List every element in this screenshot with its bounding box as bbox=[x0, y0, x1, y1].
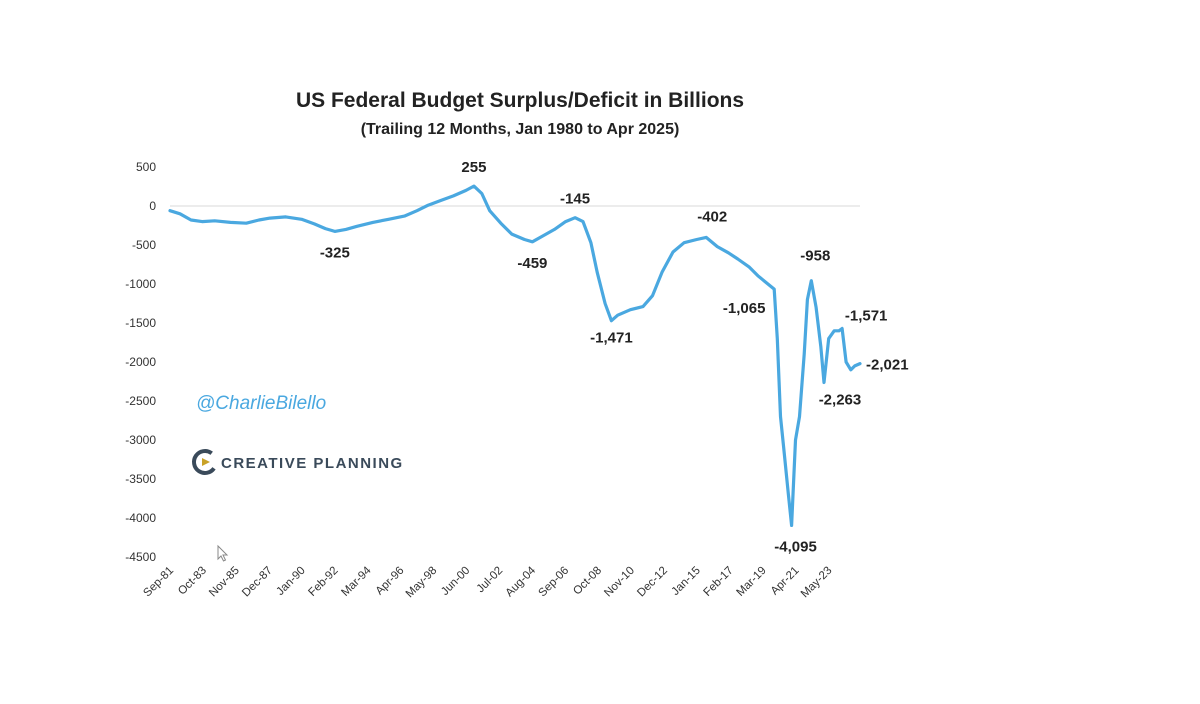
y-tick-label: -1500 bbox=[125, 316, 156, 330]
data-label: -2,263 bbox=[819, 392, 862, 409]
series-line bbox=[168, 184, 862, 527]
chart-title: US Federal Budget Surplus/Deficit in Bil… bbox=[296, 89, 744, 112]
x-tick-label: Jan-90 bbox=[274, 565, 307, 598]
data-label: -325 bbox=[320, 244, 350, 261]
x-tick-label: Feb-92 bbox=[306, 565, 340, 599]
y-tick-label: -2500 bbox=[125, 394, 156, 408]
x-tick-label: Oct-83 bbox=[176, 565, 209, 598]
x-tick-label: Dec-87 bbox=[240, 565, 275, 600]
y-tick-label: -500 bbox=[132, 238, 156, 252]
data-label: -459 bbox=[517, 255, 547, 272]
y-tick-label: 0 bbox=[149, 199, 156, 213]
x-tick-label: Mar-19 bbox=[735, 565, 769, 599]
data-label: -145 bbox=[560, 190, 590, 207]
data-label: -1,065 bbox=[723, 300, 766, 317]
watermark-brand: CREATIVE PLANNING bbox=[221, 455, 404, 472]
x-tick-label: Feb-17 bbox=[701, 565, 735, 599]
y-tick-label: -3500 bbox=[125, 472, 156, 486]
data-label: 255 bbox=[461, 159, 486, 176]
y-tick-label: -3000 bbox=[125, 433, 156, 447]
y-tick-label: -1000 bbox=[125, 277, 156, 291]
y-tick-label: -2000 bbox=[125, 355, 156, 369]
x-tick-label: May-23 bbox=[799, 565, 835, 601]
data-label: -958 bbox=[800, 248, 830, 265]
x-tick-label: Apr-21 bbox=[769, 565, 802, 598]
data-label: -1,571 bbox=[845, 308, 888, 325]
data-label: -2,021 bbox=[866, 357, 909, 374]
x-tick-label: Jun-00 bbox=[439, 565, 472, 598]
y-axis: 500 0 -500 -1000 -1500 -2000 -2500 -3000 -3500 -4… bbox=[125, 160, 156, 564]
x-tick-label: Jan-15 bbox=[670, 565, 703, 598]
x-tick-label: Sep-06 bbox=[537, 565, 572, 600]
x-tick-label: Jul-02 bbox=[475, 565, 506, 596]
x-tick-label: Dec-12 bbox=[635, 565, 670, 600]
chart-subtitle: (Trailing 12 Months, Jan 1980 to Apr 202… bbox=[361, 121, 680, 138]
watermark-handle: @CharlieBilello bbox=[196, 393, 326, 414]
mouse-cursor-icon bbox=[217, 544, 229, 562]
data-label: -1,471 bbox=[590, 330, 633, 347]
x-tick-label: Nov-85 bbox=[207, 565, 242, 600]
x-tick-label: Mar-94 bbox=[339, 564, 374, 599]
x-tick-label: Apr-96 bbox=[374, 565, 407, 598]
y-tick-label: 500 bbox=[136, 160, 156, 174]
x-tick-label: Nov-10 bbox=[602, 565, 637, 600]
data-label: -402 bbox=[697, 208, 727, 225]
data-label: -4,095 bbox=[774, 538, 817, 555]
x-tick-label: May-98 bbox=[404, 565, 440, 601]
x-tick-label: Oct-08 bbox=[571, 565, 604, 598]
creative-planning-logo-icon bbox=[192, 449, 218, 475]
data-labels: 255 -325 -459 -145 -1,471 -402 -1,065 -958 -1,57… bbox=[320, 159, 909, 555]
x-tick-label: Aug-04 bbox=[503, 564, 538, 599]
x-tick-label: Sep-81 bbox=[141, 565, 176, 600]
y-tick-label: -4000 bbox=[125, 511, 156, 525]
y-tick-label: -4500 bbox=[125, 550, 156, 564]
brand-logo: CREATIVE PLANNING bbox=[192, 449, 404, 475]
